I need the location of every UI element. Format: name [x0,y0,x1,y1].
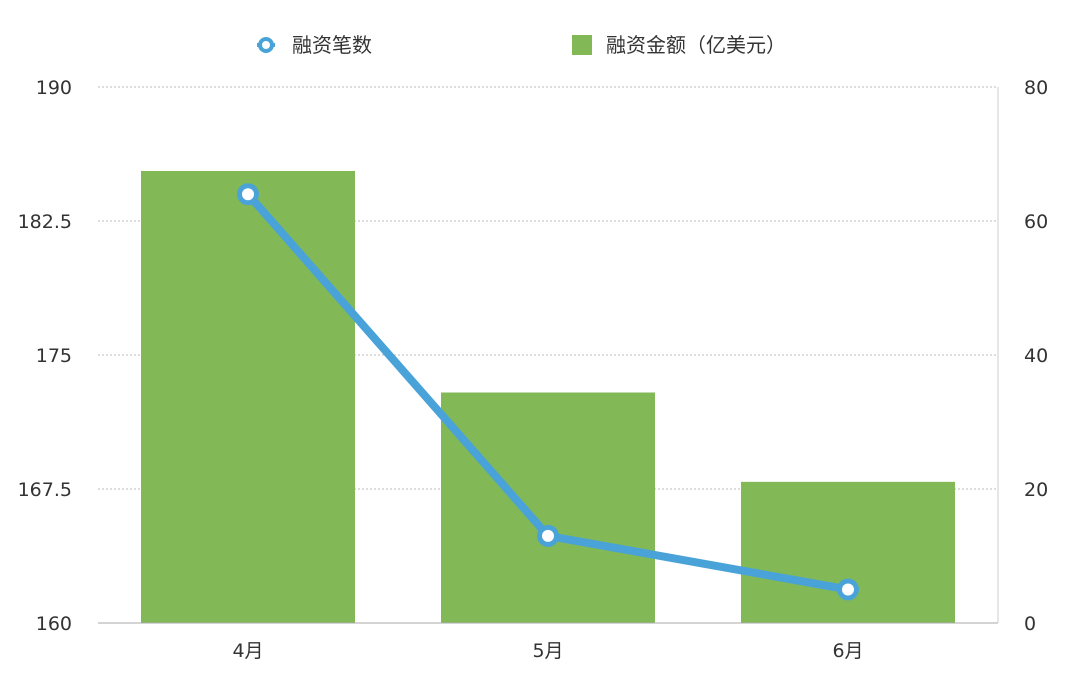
line-point-center [842,583,854,596]
legend-label-bar: 融资金额（亿美元） [606,33,786,57]
left-tick-label: 160 [36,613,72,635]
x-tick-label: 6月 [832,640,863,662]
bar-4月[interactable] [141,170,355,623]
left-tick-label: 182.5 [18,211,72,233]
x-axis: 4月 5月 6月 [232,640,863,662]
right-tick-label: 20 [1024,479,1048,501]
x-tick-label: 5月 [532,640,563,662]
right-tick-label: 40 [1024,345,1048,367]
legend-label-line: 融资笔数 [292,33,372,57]
line-point-center [242,188,254,201]
x-tick-label: 4月 [232,640,263,662]
line-point-center [542,529,554,542]
left-tick-label: 175 [36,345,72,367]
left-tick-label: 167.5 [18,479,72,501]
legend: 融资笔数 融资金额（亿美元） [257,33,786,57]
right-tick-label: 80 [1024,77,1048,99]
legend-item-bar[interactable]: 融资金额（亿美元） [572,33,786,57]
left-tick-label: 190 [36,77,72,99]
legend-marker-icon [258,37,274,53]
right-tick-label: 60 [1024,211,1048,233]
left-axis: 160 167.5 175 182.5 190 [18,77,72,635]
legend-item-line[interactable]: 融资笔数 [257,33,372,57]
legend-bar-swatch-icon [572,35,592,55]
right-axis: 0 20 40 60 80 [1024,77,1048,635]
right-tick-label: 0 [1024,613,1036,635]
bar-series [141,170,955,623]
bar-6月[interactable] [741,481,955,623]
bar-5月[interactable] [441,392,655,623]
line-series [237,183,859,601]
